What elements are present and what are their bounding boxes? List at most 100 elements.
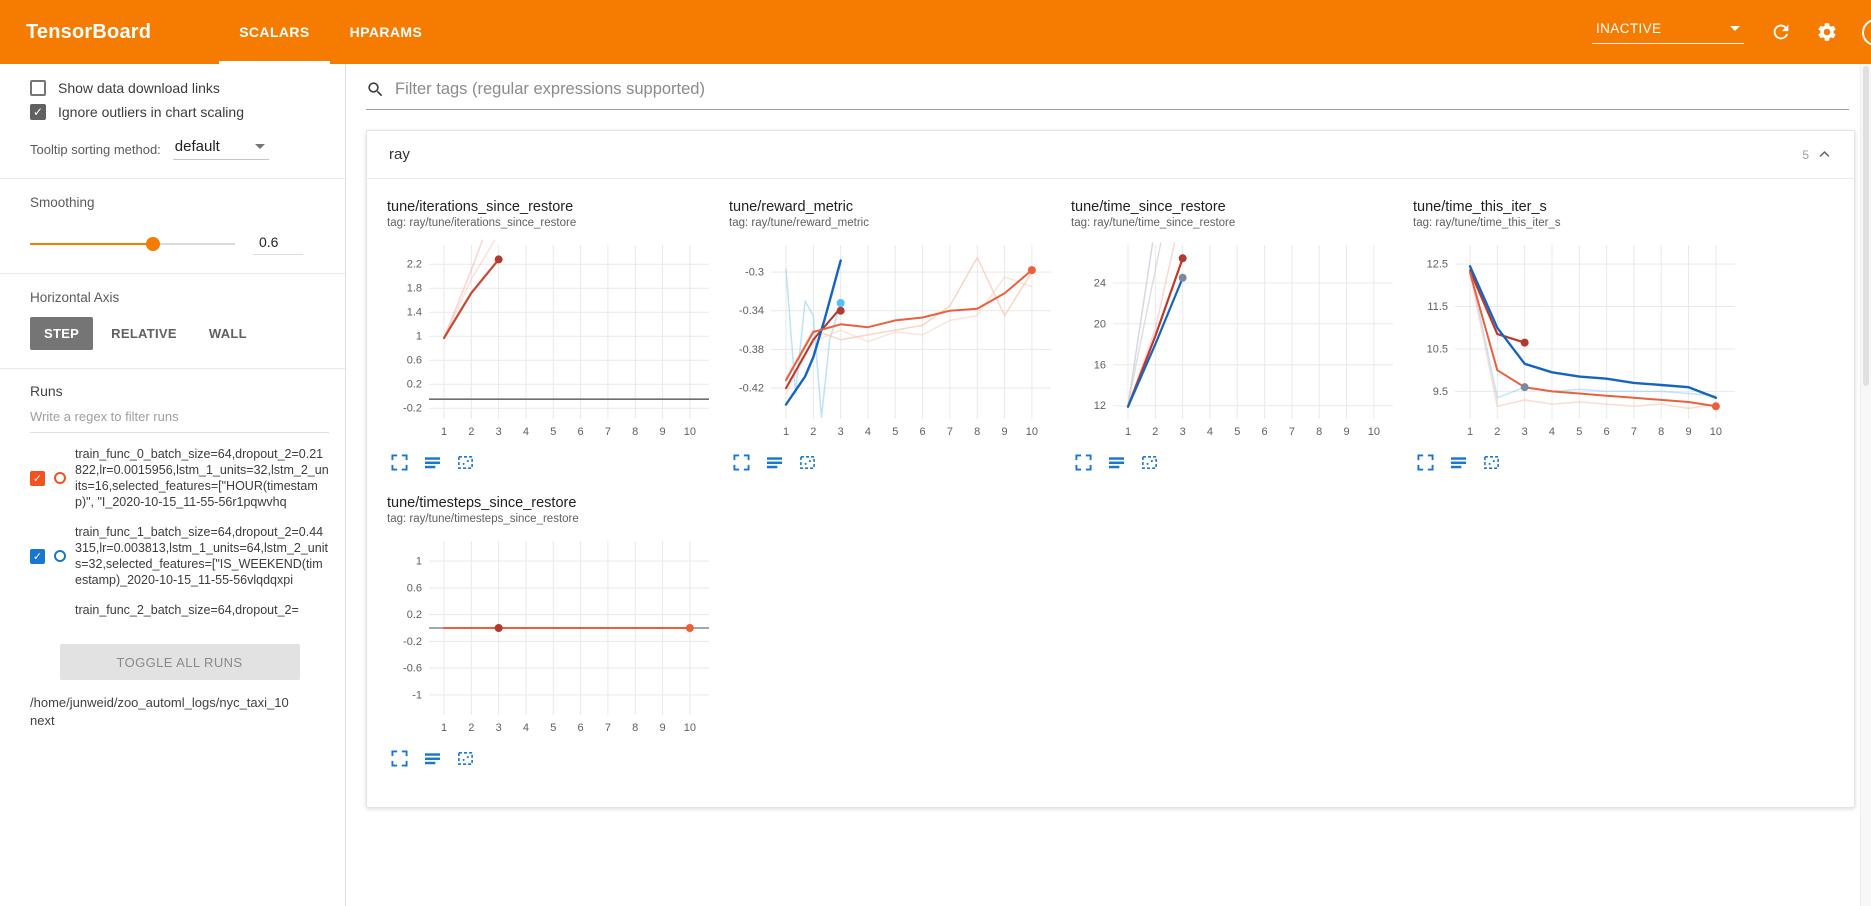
main-panel: ray 5 tune/iterations_since_restore tag: … [346, 64, 1871, 906]
chart-plot[interactable]: -0.42 -0.38 -0.34 -0.3 1 2 3 4 5 6 7 8 9 10 [727, 237, 1057, 443]
expand-chart-icon[interactable] [1075, 454, 1092, 471]
run-row[interactable]: ✓ train_func_0_batch_size=64,dropout_2=0.… [30, 439, 329, 517]
smoothing-section: Smoothing 0.6 [0, 179, 345, 274]
expand-chart-icon[interactable] [1417, 454, 1434, 471]
svg-text:2.2: 2.2 [407, 259, 422, 271]
chevron-up-icon[interactable] [1817, 147, 1832, 162]
chart-title: tune/iterations_since_restore [387, 199, 574, 215]
vertical-scrollbar[interactable] [1860, 64, 1871, 906]
svg-text:5: 5 [550, 722, 556, 734]
chart-plot[interactable]: -1 -0.6 -0.2 0.2 0.6 1 1 2 3 4 5 6 7 8 9 10 [385, 533, 715, 739]
chart-actions [727, 454, 1065, 471]
axis-relative-button[interactable]: RELATIVE [97, 317, 191, 350]
tag-filter-input[interactable] [395, 80, 1849, 99]
show-download-links-checkbox[interactable]: Show data download links [30, 80, 329, 96]
reload-status-value: INACTIVE [1596, 20, 1662, 36]
svg-text:-0.38: -0.38 [739, 344, 764, 356]
run-color-radio[interactable] [54, 472, 66, 484]
run-row[interactable]: train_func_2_batch_size=64,dropout_2= [30, 595, 329, 625]
run-selector-icon[interactable] [1108, 454, 1125, 471]
section-count: 5 [1802, 147, 1809, 162]
svg-text:10: 10 [684, 722, 696, 734]
section-title: ray [389, 146, 410, 163]
run-checkbox[interactable]: ✓ [30, 470, 45, 486]
fit-domain-icon[interactable] [457, 750, 474, 767]
refresh-icon[interactable] [1770, 21, 1792, 43]
expand-chart-icon[interactable] [391, 454, 408, 471]
svg-text:8: 8 [632, 426, 638, 438]
axis-step-button[interactable]: STEP [30, 317, 94, 350]
svg-text:0.2: 0.2 [407, 379, 422, 391]
svg-text:-0.2: -0.2 [403, 636, 422, 648]
svg-text:6: 6 [578, 426, 584, 438]
svg-text:-1: -1 [412, 689, 422, 701]
svg-text:3: 3 [1522, 426, 1528, 438]
ignore-outliers-checkbox[interactable]: ✓ Ignore outliers in chart scaling [30, 104, 329, 120]
runs-list[interactable]: ✓ train_func_0_batch_size=64,dropout_2=0.… [30, 433, 329, 658]
svg-text:4: 4 [1549, 426, 1555, 438]
svg-text:5: 5 [1576, 426, 1582, 438]
tag-filter [366, 80, 1849, 110]
run-label: train_func_1_batch_size=64,dropout_2=0.4… [75, 525, 328, 587]
run-selector-icon[interactable] [424, 750, 441, 767]
reload-status-dropdown[interactable]: INACTIVE [1592, 21, 1744, 44]
fit-domain-icon[interactable] [457, 454, 474, 471]
chart-plot[interactable]: 9.5 10.5 11.5 12.5 1 2 3 4 5 6 7 8 9 10 [1411, 237, 1741, 443]
smoothing-value-input[interactable]: 0.6 [253, 232, 303, 255]
run-selector-icon[interactable] [1450, 454, 1467, 471]
chart-title: tune/reward_metric [729, 199, 854, 215]
svg-text:10: 10 [684, 426, 696, 438]
tab-hparams[interactable]: HPARAMS [349, 24, 423, 40]
fit-domain-icon[interactable] [1141, 454, 1158, 471]
svg-text:11.5: 11.5 [1427, 301, 1448, 313]
svg-text:2: 2 [468, 426, 474, 438]
fit-domain-icon[interactable] [799, 454, 816, 471]
expand-chart-icon[interactable] [733, 454, 750, 471]
runs-label: Runs [30, 383, 63, 399]
svg-text:7: 7 [605, 722, 611, 734]
help-icon[interactable]: ? [1862, 18, 1871, 46]
svg-text:7: 7 [605, 426, 611, 438]
svg-text:3: 3 [496, 426, 502, 438]
run-selector-icon[interactable] [424, 454, 441, 471]
horizontal-axis-section: Horizontal Axis STEP RELATIVE WALL [0, 274, 345, 369]
tab-scalars[interactable]: SCALARS [219, 0, 330, 64]
svg-text:9: 9 [659, 722, 665, 734]
tooltip-sort-dropdown[interactable]: default [172, 138, 269, 160]
chart-card: tune/iterations_since_restore tag: ray/tu… [385, 191, 723, 471]
svg-text:5: 5 [892, 426, 898, 438]
chart-plot[interactable]: -0.2 0.2 0.6 1 1.4 1.8 2.2 1 2 3 4 5 6 7 8 9 10 [385, 237, 715, 443]
section-header[interactable]: ray 5 [367, 131, 1854, 179]
axis-wall-button[interactable]: WALL [195, 317, 261, 350]
fit-domain-icon[interactable] [1483, 454, 1500, 471]
svg-text:0.6: 0.6 [407, 355, 422, 367]
run-selector-icon[interactable] [766, 454, 783, 471]
runs-filter-input[interactable] [30, 399, 329, 433]
svg-text:6: 6 [578, 722, 584, 734]
toggle-all-runs-button[interactable]: TOGGLE ALL RUNS [59, 644, 300, 680]
svg-text:2: 2 [468, 722, 474, 734]
run-color-radio[interactable] [54, 550, 66, 562]
svg-text:3: 3 [1180, 426, 1186, 438]
chart-actions [385, 454, 723, 471]
svg-text:1: 1 [1467, 426, 1473, 438]
svg-text:16: 16 [1094, 359, 1106, 371]
charts-grid: tune/iterations_since_restore tag: ray/tu… [367, 179, 1854, 807]
svg-text:7: 7 [947, 426, 953, 438]
svg-text:-0.42: -0.42 [739, 383, 764, 395]
slider-knob[interactable] [146, 236, 160, 251]
svg-text:4: 4 [523, 722, 529, 734]
svg-text:12.5: 12.5 [1427, 259, 1448, 271]
expand-chart-icon[interactable] [391, 750, 408, 767]
settings-gear-icon[interactable] [1816, 21, 1838, 43]
svg-text:-0.3: -0.3 [745, 267, 764, 279]
smoothing-label: Smoothing [30, 195, 95, 210]
scrollbar-thumb[interactable] [1863, 66, 1869, 386]
smoothing-slider[interactable] [30, 236, 235, 251]
run-row[interactable]: ✓ train_func_1_batch_size=64,dropout_2=0.… [30, 517, 329, 595]
svg-text:1: 1 [1125, 426, 1131, 438]
run-checkbox[interactable]: ✓ [30, 548, 45, 564]
svg-text:2: 2 [1494, 426, 1500, 438]
